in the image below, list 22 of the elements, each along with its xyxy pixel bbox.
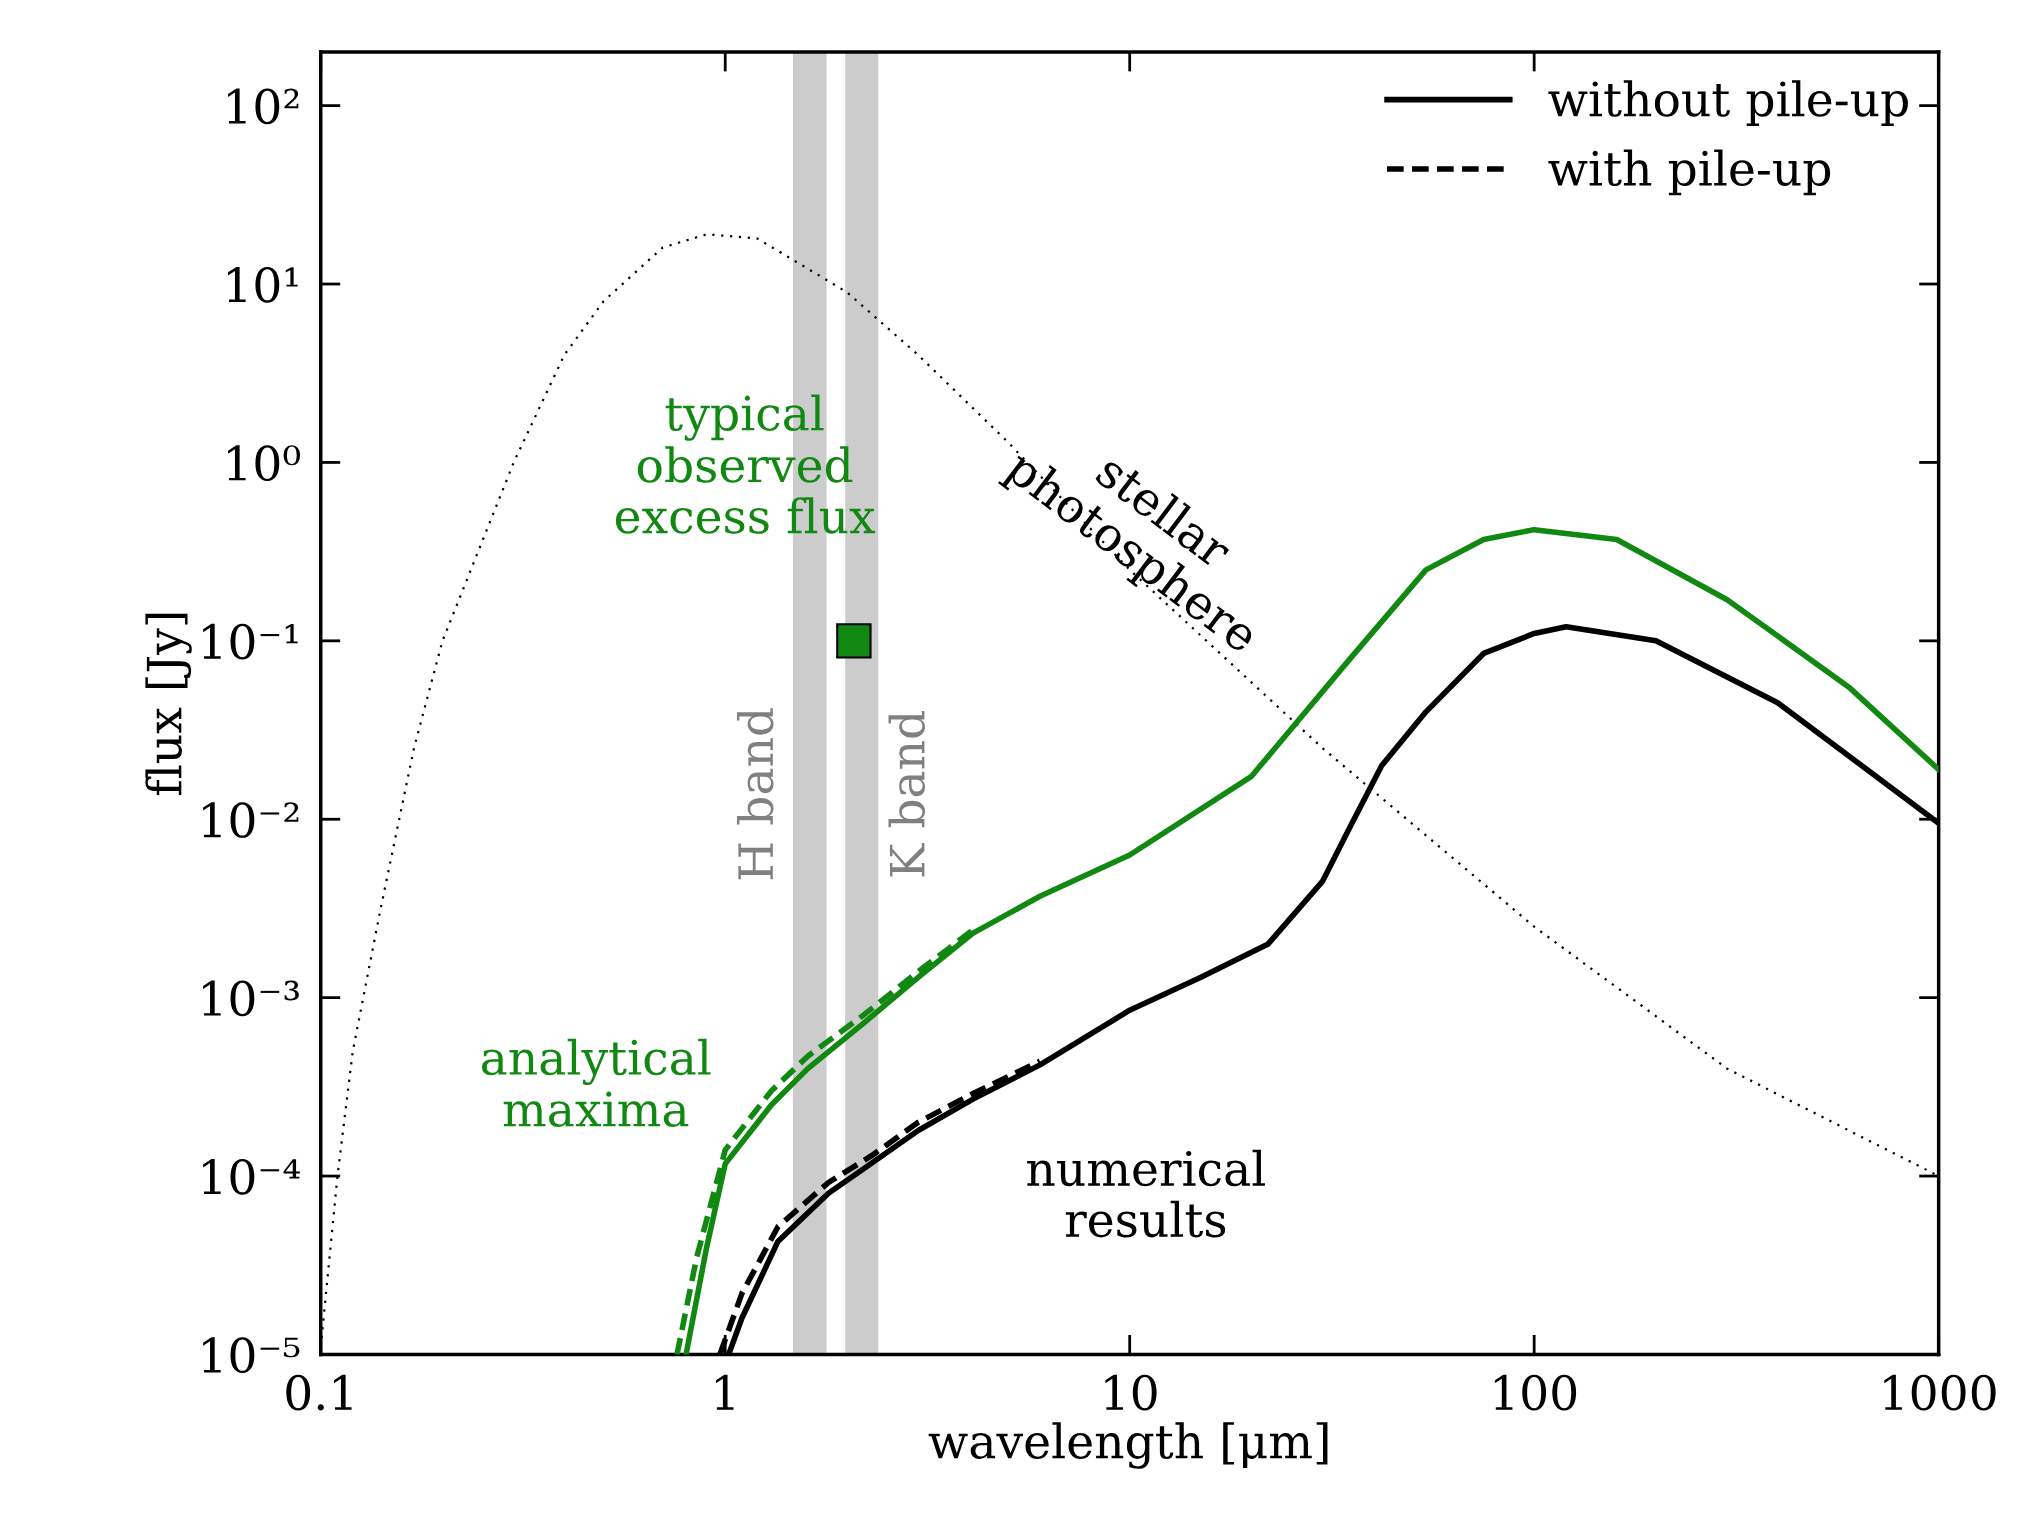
y-tick-label: 10⁰ xyxy=(228,445,301,482)
y-tick-label: 10⁻⁵ xyxy=(203,1337,300,1374)
x-axis-title: wavelength [μm] xyxy=(928,1422,1328,1469)
x-tick-label: 10 xyxy=(1105,1374,1157,1411)
annotation: typical observed excess flux xyxy=(615,394,876,534)
y-tick-label: 10² xyxy=(228,88,299,125)
band-label: K band xyxy=(888,711,926,877)
annotation: numerical results xyxy=(1027,1149,1265,1238)
legend-label: without pile-up xyxy=(1548,80,1908,126)
y-tick-label: 10⁻¹ xyxy=(203,623,298,660)
y-tick-label: 10⁻⁴ xyxy=(203,1158,300,1195)
y-axis-title: flux [Jy] xyxy=(145,613,192,796)
annotation: analytical maxima xyxy=(481,1038,711,1128)
y-tick-label: 10¹ xyxy=(228,266,298,303)
band-label: H band xyxy=(736,708,774,880)
x-tick-label: 100 xyxy=(1494,1374,1577,1411)
legend-label: with pile-up xyxy=(1548,149,1831,196)
y-tick-label: 10⁻² xyxy=(203,802,299,838)
x-tick-label: 0.1 xyxy=(286,1374,352,1411)
x-tick-label: 1 xyxy=(715,1374,734,1410)
y-tick-label: 10⁻³ xyxy=(203,980,299,1017)
x-tick-label: 1000 xyxy=(1884,1374,1996,1411)
